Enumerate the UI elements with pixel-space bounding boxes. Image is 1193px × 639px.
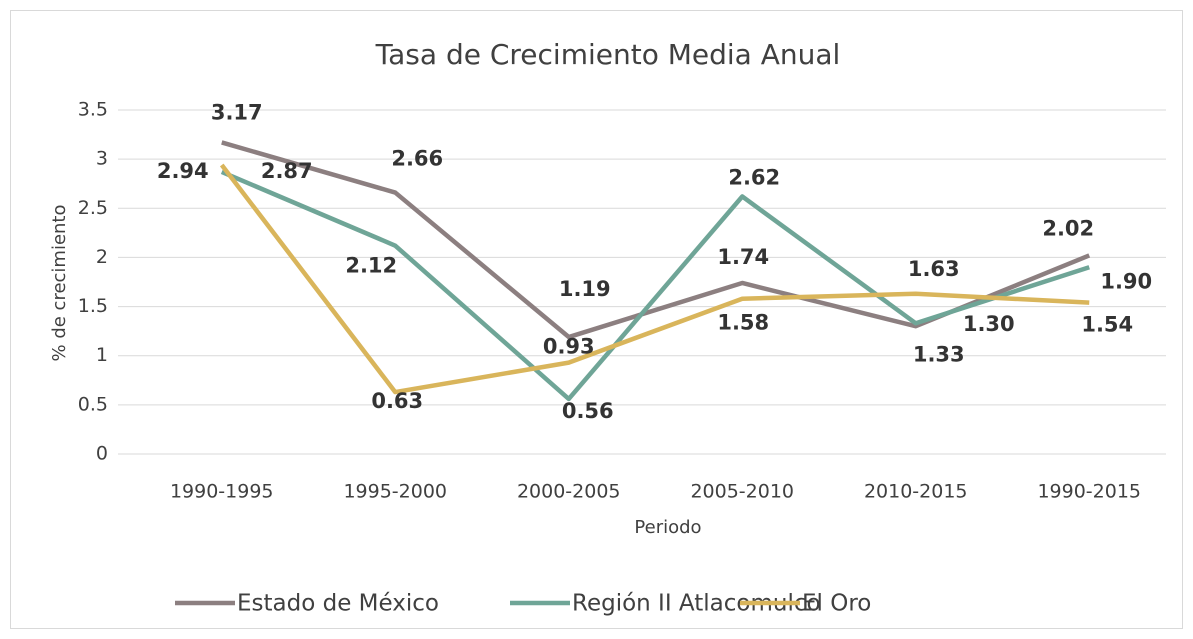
data-label: 2.12 xyxy=(345,254,397,278)
data-label: 1.74 xyxy=(717,245,769,269)
data-label: 1.63 xyxy=(908,257,960,281)
y-tick-label: 2 xyxy=(96,246,108,268)
data-label: 0.63 xyxy=(371,389,423,413)
x-tick-label: 1990-2015 xyxy=(1037,481,1141,503)
y-tick-label: 3.5 xyxy=(78,99,108,121)
data-label: 2.66 xyxy=(391,147,443,171)
x-tick-label: 2005-2010 xyxy=(690,481,794,503)
data-label: 1.90 xyxy=(1100,269,1152,293)
data-label: 1.33 xyxy=(913,342,965,366)
x-tick-label: 2000-2005 xyxy=(517,481,621,503)
y-axis-label: % de crecimiento xyxy=(49,204,70,361)
y-tick-label: 3 xyxy=(96,148,108,170)
data-label: 2.02 xyxy=(1042,216,1094,240)
x-tick-label: 1990-1995 xyxy=(170,481,274,503)
data-label: 1.54 xyxy=(1081,313,1133,337)
data-label: 0.56 xyxy=(562,399,614,423)
y-tick-label: 2.5 xyxy=(78,197,108,219)
x-tick-label: 1995-2000 xyxy=(343,481,447,503)
chart-title: Tasa de Crecimiento Media Anual xyxy=(375,38,841,71)
series-line xyxy=(220,169,1090,402)
data-label: 3.17 xyxy=(211,100,263,124)
y-tick-label: 1 xyxy=(96,344,108,366)
data-label: 1.19 xyxy=(559,277,611,301)
y-tick-label: 1.5 xyxy=(78,295,108,317)
data-label: 2.87 xyxy=(261,159,313,183)
legend-label: Estado de México xyxy=(237,591,439,617)
legend-label: El Oro xyxy=(802,591,871,617)
x-axis-label: Periodo xyxy=(634,517,701,538)
chart-border xyxy=(10,10,1183,629)
y-tick-label: 0.5 xyxy=(78,393,108,415)
data-label: 2.62 xyxy=(728,165,780,189)
data-label: 0.93 xyxy=(543,335,595,359)
y-tick-label: 0 xyxy=(96,443,108,465)
x-tick-label: 2010-2015 xyxy=(864,481,968,503)
data-label: 1.58 xyxy=(717,311,769,335)
data-label: 1.30 xyxy=(963,312,1015,336)
series-line xyxy=(219,163,1090,395)
data-label: 2.94 xyxy=(157,159,209,183)
